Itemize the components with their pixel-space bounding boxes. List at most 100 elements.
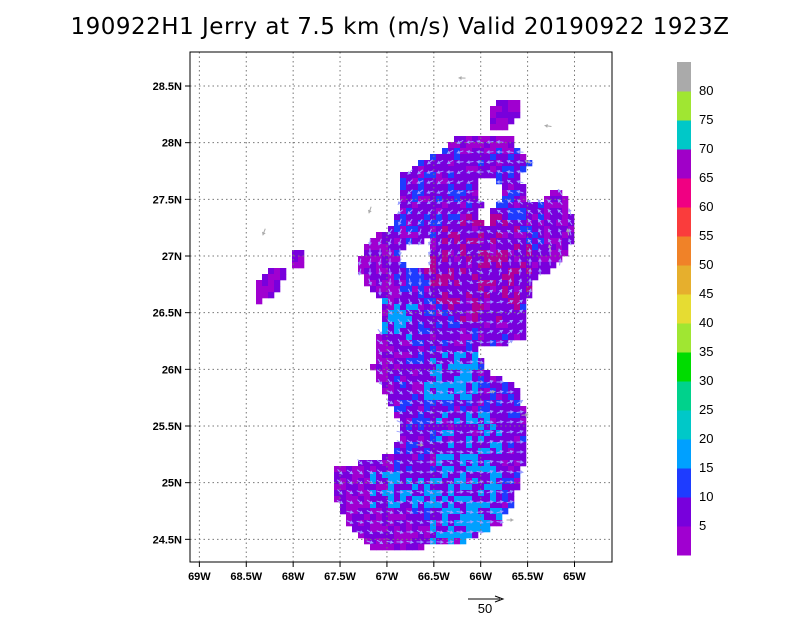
wind-speed-cell xyxy=(400,376,407,383)
wind-speed-cell xyxy=(484,394,491,401)
wind-speed-cell xyxy=(526,232,533,239)
wind-speed-cell xyxy=(466,256,473,263)
wind-speed-cell xyxy=(496,502,503,509)
wind-vector xyxy=(417,288,423,296)
colorbar-swatch xyxy=(677,178,691,208)
wind-vector-head xyxy=(479,520,484,525)
wind-speed-cell xyxy=(514,304,521,311)
wind-speed-cell xyxy=(352,478,359,485)
wind-speed-cell xyxy=(430,478,437,485)
wind-speed-cell xyxy=(490,274,497,281)
wind-vector xyxy=(446,189,454,195)
wind-speed-cell xyxy=(436,436,443,443)
wind-vector-head xyxy=(457,240,461,245)
wind-speed-cell xyxy=(430,238,437,245)
wind-vector xyxy=(426,410,434,415)
wind-speed-cell xyxy=(370,490,377,497)
wind-vector xyxy=(406,359,414,365)
wind-speed-cell xyxy=(400,424,407,431)
wind-speed-cell xyxy=(400,262,407,269)
wind-speed-cell xyxy=(460,286,467,293)
wind-vector-head xyxy=(470,490,474,495)
wind-speed-cell xyxy=(508,112,515,119)
x-tick-label: 65W xyxy=(563,571,586,583)
wind-speed-cell xyxy=(448,232,455,239)
wind-speed-cell xyxy=(508,412,515,419)
wind-speed-cell xyxy=(400,184,407,191)
wind-speed-cell xyxy=(502,484,509,491)
wind-speed-cell xyxy=(496,484,503,491)
wind-vector xyxy=(516,169,524,174)
wind-vector xyxy=(456,239,464,245)
wind-vector-head xyxy=(368,281,373,286)
wind-vector-head xyxy=(547,209,552,213)
wind-speed-cell xyxy=(466,484,473,491)
wind-vector-head xyxy=(400,470,404,475)
wind-speed-cell xyxy=(406,454,413,461)
wind-vector-head xyxy=(497,220,501,224)
wind-speed-cell xyxy=(376,508,383,515)
wind-speed-cell xyxy=(436,202,443,209)
wind-vector-head xyxy=(420,540,424,545)
wind-vector-head xyxy=(456,190,461,195)
wind-speed-cell xyxy=(430,436,437,443)
wind-vector xyxy=(537,258,542,266)
wind-speed-cell xyxy=(412,376,419,383)
wind-vector xyxy=(496,339,504,344)
wind-vector xyxy=(547,238,553,246)
wind-vector-head xyxy=(430,459,434,464)
wind-speed-cell xyxy=(472,220,479,227)
wind-speed-cell xyxy=(418,376,425,383)
wind-speed-cell xyxy=(460,370,467,377)
wind-speed-cell xyxy=(556,244,563,251)
wind-speed-cell xyxy=(448,472,455,479)
wind-speed-cell xyxy=(400,292,407,299)
wind-speed-cell xyxy=(514,334,521,341)
wind-vector xyxy=(426,520,434,525)
wind-vector xyxy=(406,459,414,465)
wind-vector-head xyxy=(380,520,384,525)
wind-vector xyxy=(507,258,512,266)
wind-vector-head xyxy=(520,460,524,465)
wind-speed-cell xyxy=(448,526,455,533)
wind-speed-cell xyxy=(400,274,407,281)
wind-vector xyxy=(507,309,513,315)
wind-speed-cell xyxy=(394,286,401,293)
wind-speed-cell xyxy=(430,274,437,281)
wind-vector-head xyxy=(389,390,394,395)
wind-vector xyxy=(467,258,473,266)
wind-speed-cell xyxy=(496,106,503,113)
colorbar-label: 65 xyxy=(699,170,713,185)
wind-vector xyxy=(486,489,494,494)
wind-vector xyxy=(426,480,434,485)
wind-speed-cell xyxy=(358,496,365,503)
wind-speed-cell xyxy=(472,154,479,161)
wind-vector xyxy=(508,278,513,286)
wind-vector-head xyxy=(547,238,552,243)
wind-speed-cell xyxy=(442,418,449,425)
wind-vector-head xyxy=(419,390,424,394)
wind-speed-cell xyxy=(334,484,341,491)
wind-speed-cell xyxy=(502,316,509,323)
wind-speed-cell xyxy=(394,316,401,323)
wind-vector-head xyxy=(486,249,491,254)
wind-vector xyxy=(527,248,532,256)
wind-vector xyxy=(346,500,354,505)
wind-speed-cell xyxy=(550,256,557,263)
wind-vector xyxy=(446,530,454,535)
wind-vector xyxy=(516,149,524,154)
wind-speed-cell xyxy=(394,352,401,359)
wind-speed-cell xyxy=(478,442,485,449)
wind-speed-cell xyxy=(418,472,425,479)
wind-vector-head xyxy=(439,470,444,475)
wind-speed-cell xyxy=(418,172,425,179)
wind-speed-cell xyxy=(442,280,449,287)
wind-vector-head xyxy=(490,449,494,454)
wind-speed-cell xyxy=(406,274,413,281)
wind-vector-head xyxy=(398,310,403,315)
wind-vector-head xyxy=(261,231,266,236)
wind-vector-head xyxy=(409,450,414,455)
wind-vector xyxy=(557,209,563,215)
wind-speed-cell xyxy=(502,496,509,503)
wind-speed-cell xyxy=(454,394,461,401)
